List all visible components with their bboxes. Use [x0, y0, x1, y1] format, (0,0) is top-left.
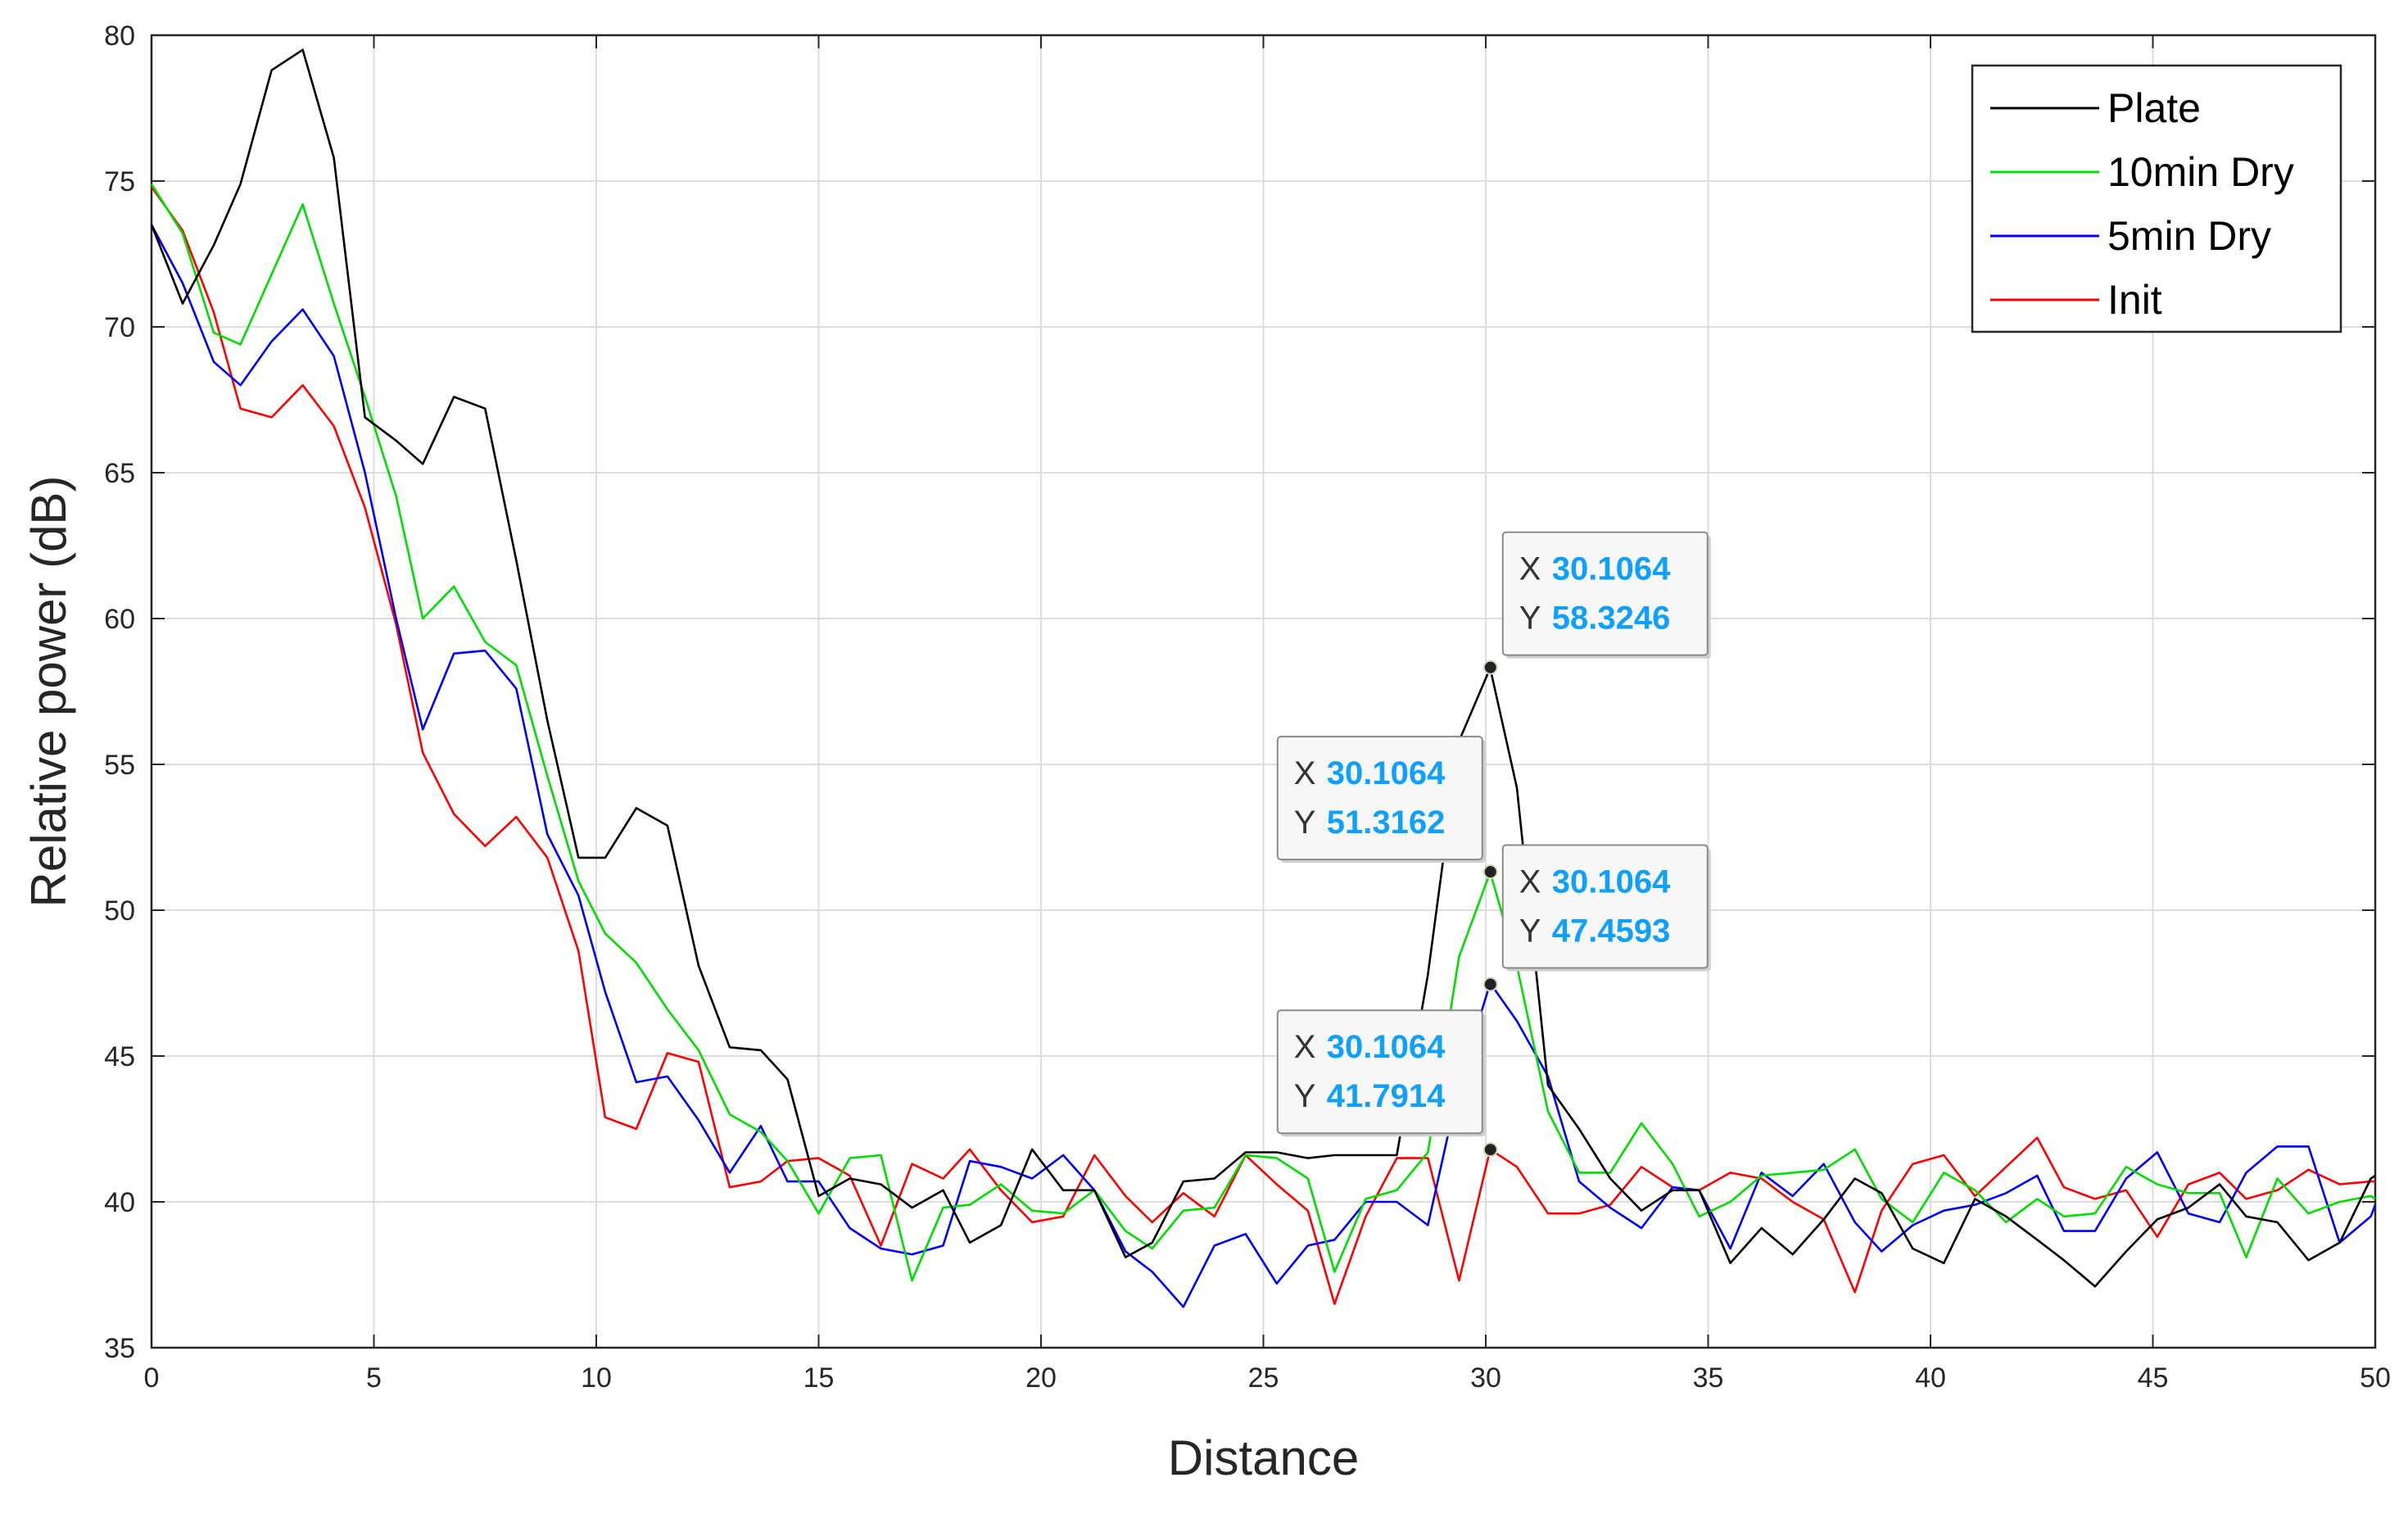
y-axis-title: Relative power (dB) — [21, 476, 76, 908]
datatip-y-value: 51.3162 — [1327, 805, 1446, 841]
datatip-x-value: 30.1064 — [1327, 755, 1446, 791]
y-tick-label: 65 — [104, 458, 135, 489]
legend-item-5min-dry[interactable]: 5min Dry — [1990, 213, 2271, 259]
datatip-x-value: 30.1064 — [1327, 1029, 1446, 1065]
datatip-x-value: 30.1064 — [1552, 864, 1671, 900]
datatip-y-value: 58.3246 — [1552, 601, 1671, 637]
legend-label: 5min Dry — [2107, 213, 2271, 259]
axis-ticks: 0 5 10 15 20 25 30 35 40 45 50 35 40 45 50 55 60 65 70 75 80 — [104, 20, 2391, 1394]
legend-label: Init — [2107, 277, 2162, 323]
legend-label: 10min Dry — [2107, 149, 2294, 195]
datatip-plate: X 30.1064 Y 58.3246 — [1501, 531, 1711, 659]
series-line-plate — [150, 48, 2376, 1288]
datatip-markers — [1482, 660, 1498, 1158]
series-line-init — [150, 186, 2375, 1305]
y-tick-label: 45 — [104, 1041, 135, 1072]
datatips: X 30.1064 Y 58.3246 X 30.1064 Y 51.3162 X 30.1064… — [1276, 531, 1711, 1137]
datatip-y-label: Y — [1519, 913, 1541, 949]
x-tick-label: 0 — [144, 1362, 160, 1394]
series-line-10min-dry — [150, 183, 2376, 1282]
legend-label: Plate — [2107, 85, 2201, 131]
y-tick-label: 60 — [104, 604, 135, 635]
series-lines — [150, 48, 2377, 1308]
x-tick-label: 35 — [1693, 1362, 1724, 1394]
series-line-5min-dry — [150, 224, 2377, 1308]
datatip-y-label: Y — [1294, 805, 1316, 841]
datatip-box — [1276, 736, 1483, 861]
datatip-5min-dry: X 30.1064 Y 47.4593 — [1501, 844, 1711, 972]
datatip-marker-5min-dry[interactable] — [1482, 977, 1498, 992]
y-tick-label: 55 — [104, 750, 135, 781]
datatip-box — [1276, 1009, 1483, 1135]
datatip-10min-dry: X 30.1064 Y 51.3162 — [1276, 736, 1486, 864]
legend-box — [1971, 64, 2342, 333]
y-tick-label: 50 — [104, 895, 135, 927]
legend-item-10min-dry[interactable]: 10min Dry — [1990, 149, 2294, 195]
x-axis-title: Distance — [1168, 1430, 1359, 1485]
datatip-y-value: 47.4593 — [1552, 913, 1671, 949]
x-tick-label: 15 — [803, 1362, 835, 1394]
legend: Plate 10min Dry 5min Dry Init — [1971, 64, 2342, 333]
datatip-y-label: Y — [1519, 601, 1541, 637]
datatip-x-value: 30.1064 — [1552, 551, 1671, 587]
datatip-x-label: X — [1294, 755, 1316, 791]
datatip-x-label: X — [1519, 551, 1541, 587]
y-tick-label: 40 — [104, 1187, 135, 1218]
datatip-y-value: 41.7914 — [1327, 1078, 1446, 1114]
x-tick-label: 50 — [2360, 1362, 2391, 1394]
x-tick-label: 10 — [581, 1362, 612, 1394]
datatip-init: X 30.1064 Y 41.7914 — [1276, 1009, 1486, 1137]
datatip-marker-plate[interactable] — [1482, 660, 1498, 675]
datatip-x-label: X — [1519, 864, 1541, 900]
x-tick-label: 30 — [1470, 1362, 1501, 1394]
x-tick-label: 40 — [1915, 1362, 1946, 1394]
y-tick-label: 70 — [104, 312, 135, 343]
y-tick-label: 35 — [104, 1333, 135, 1364]
legend-item-plate[interactable]: Plate — [1990, 85, 2201, 131]
legend-item-init[interactable]: Init — [1990, 277, 2162, 323]
datatip-box — [1501, 531, 1709, 656]
datatip-marker-10min-dry[interactable] — [1482, 864, 1498, 880]
datatip-x-label: X — [1294, 1029, 1316, 1065]
x-tick-label: 45 — [2138, 1362, 2169, 1394]
datatip-marker-init[interactable] — [1482, 1142, 1498, 1158]
datatip-y-label: Y — [1294, 1078, 1316, 1114]
datatip-box — [1501, 844, 1709, 969]
x-tick-label: 20 — [1025, 1362, 1057, 1394]
x-tick-label: 5 — [366, 1362, 382, 1394]
y-tick-label: 80 — [104, 20, 135, 52]
x-tick-label: 25 — [1248, 1362, 1279, 1394]
y-tick-label: 75 — [104, 166, 135, 197]
